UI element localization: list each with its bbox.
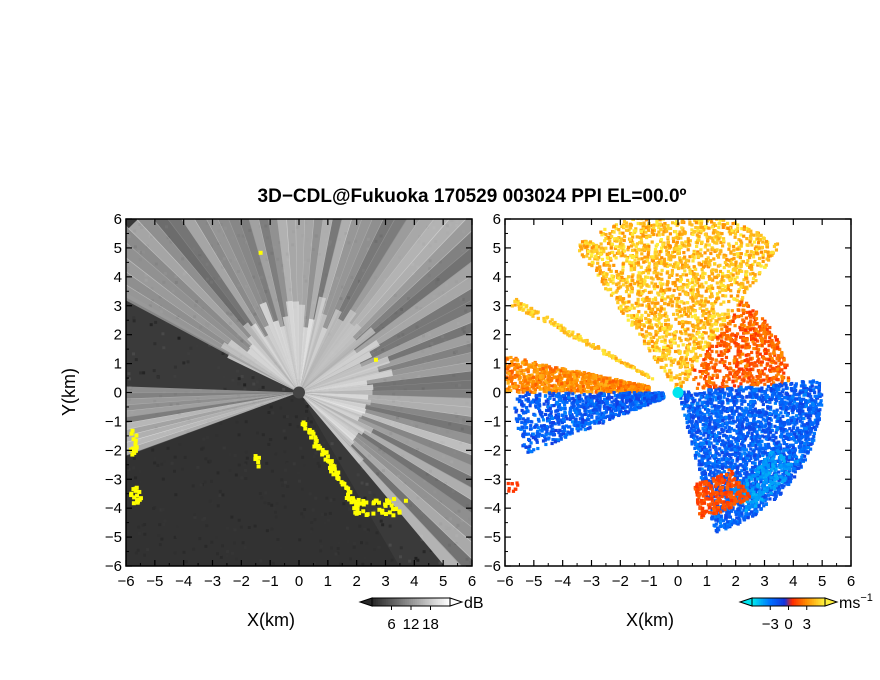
colorbar-tick-label: 18 (422, 616, 439, 633)
y-tick-label: 6 (114, 211, 122, 228)
y-tick-label: 0 (493, 385, 501, 402)
right-axes: −6 6 −5 5 −4 4 −3 3 −2 2 −1 1 0 0 1 −1 2 −2 3 −3 4 −4 5 −5 6 −6 X(… (484, 211, 855, 630)
colorbar: 6 12 18 dB (358, 595, 484, 633)
y-tick-label: 2 (493, 327, 501, 344)
colorbar-tick-label: 0 (784, 616, 792, 633)
x-tick-label: 3 (760, 573, 768, 590)
x-tick-label: 6 (468, 573, 476, 590)
y-tick-label: 5 (493, 240, 501, 257)
x-tick-label: −4 (175, 573, 192, 590)
x-tick-label: −5 (146, 573, 163, 590)
y-tick-label: 5 (114, 240, 122, 257)
colorbar-unit: dB (464, 595, 484, 612)
y-tick-label: −3 (484, 471, 501, 488)
intensity-field (126, 219, 472, 566)
x-tick-label: 0 (295, 573, 303, 590)
y-tick-label: 0 (114, 385, 122, 402)
x-tick-label: 1 (324, 573, 332, 590)
y-tick-label: −3 (105, 471, 122, 488)
x-tick-label: 2 (352, 573, 360, 590)
y-tick-label: 1 (493, 356, 501, 373)
y-tick-label: −6 (484, 558, 501, 575)
x-tick-label: −6 (117, 573, 134, 590)
colorbar-unit: ms−1 (839, 592, 873, 612)
left-axes: −6 6 −5 5 −4 4 −3 3 −2 2 −1 1 0 0 1 −1 2 −2 3 −3 4 −4 5 −5 6 −6 X(… (105, 211, 476, 630)
velocity-field (505, 219, 851, 566)
y-axis-label: Y(km) (59, 368, 79, 416)
x-axis-label: X(km) (626, 610, 674, 630)
x-tick-label: 4 (410, 573, 418, 590)
colorbar-tick-label: 12 (403, 616, 420, 633)
y-tick-label: 2 (114, 327, 122, 344)
y-tick-label: −6 (105, 558, 122, 575)
y-tick-label: 4 (493, 269, 501, 286)
x-tick-label: −4 (554, 573, 571, 590)
colorbar-tick-label: 6 (387, 616, 395, 633)
x-tick-label: 5 (439, 573, 447, 590)
x-tick-label: −3 (204, 573, 221, 590)
y-tick-label: −2 (484, 442, 501, 459)
colorbar-tick-label: −3 (762, 616, 779, 633)
y-tick-label: 4 (114, 269, 122, 286)
y-tick-label: −1 (484, 413, 501, 430)
x-tick-label: 4 (789, 573, 797, 590)
colorbar-tick-label: 3 (803, 616, 811, 633)
x-tick-label: 1 (703, 573, 711, 590)
x-tick-label: −2 (612, 573, 629, 590)
y-tick-label: −5 (105, 529, 122, 546)
y-tick-label: −4 (484, 500, 501, 517)
y-tick-label: 6 (493, 211, 501, 228)
x-tick-label: −6 (496, 573, 513, 590)
x-axis-label: X(km) (247, 610, 295, 630)
x-tick-label: 0 (674, 573, 682, 590)
x-tick-label: 3 (381, 573, 389, 590)
y-tick-label: 3 (114, 298, 122, 315)
x-tick-label: −5 (525, 573, 542, 590)
y-tick-label: 3 (493, 298, 501, 315)
y-tick-label: 1 (114, 356, 122, 373)
x-tick-label: 5 (818, 573, 826, 590)
x-tick-label: −1 (641, 573, 658, 590)
colorbar: −3 0 3 ms−1 (738, 592, 873, 633)
y-tick-label: −5 (484, 529, 501, 546)
x-tick-label: −2 (233, 573, 250, 590)
y-tick-label: −1 (105, 413, 122, 430)
y-tick-label: −2 (105, 442, 122, 459)
x-tick-label: −1 (262, 573, 279, 590)
chart-title: 3D−CDL@Fukuoka 170529 003024 PPI EL=00.0… (257, 186, 687, 207)
colorbar-unit-exponent: −1 (860, 592, 873, 604)
y-tick-label: −4 (105, 500, 122, 517)
x-tick-label: 6 (847, 573, 855, 590)
x-tick-label: 2 (731, 573, 739, 590)
x-tick-label: −3 (583, 573, 600, 590)
